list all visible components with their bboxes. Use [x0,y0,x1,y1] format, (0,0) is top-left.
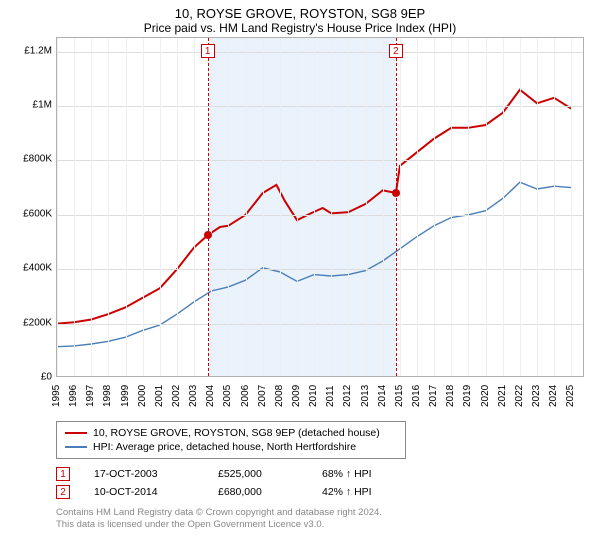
x-tick-label: 2003 [188,385,199,407]
sale-row: 1 17-OCT-2003 £525,000 68% ↑ HPI [56,465,590,483]
x-tick-label: 2007 [257,385,268,407]
plot-area: 12 [56,37,584,377]
sale-pct: 42% ↑ HPI [322,486,372,498]
y-tick-label: £1.2M [24,45,52,56]
x-tick-label: 2018 [445,385,456,407]
y-tick-label: £600K [23,208,52,219]
sale-date: 17-OCT-2003 [94,468,194,480]
y-tick-label: £1M [33,100,52,111]
x-tick-label: 2015 [394,385,405,407]
y-tick-label: £200K [23,317,52,328]
chart-title: 10, ROYSE GROVE, ROYSTON, SG8 9EP [10,6,590,21]
legend-item: 10, ROYSE GROVE, ROYSTON, SG8 9EP (detac… [65,426,397,440]
x-tick-label: 2001 [154,385,165,407]
line-series [57,38,585,378]
x-tick-label: 2011 [325,385,336,407]
legend-swatch [65,432,87,434]
x-tick-label: 2009 [291,385,302,407]
x-tick-label: 2020 [480,385,491,407]
x-tick-label: 2006 [240,385,251,407]
x-tick-label: 2025 [565,385,576,407]
x-tick-label: 2014 [377,385,388,407]
legend: 10, ROYSE GROVE, ROYSTON, SG8 9EP (detac… [56,421,406,459]
sales-table: 1 17-OCT-2003 £525,000 68% ↑ HPI 2 10-OCT-201… [56,465,590,501]
legend-item: HPI: Average price, detached house, Nort… [65,440,397,454]
chart-subtitle: Price paid vs. HM Land Registry's House … [10,21,590,35]
footer-attribution: Contains HM Land Registry data © Crown c… [56,507,590,532]
chart-area: £0£200K£400K£600K£800K£1M£1.2M 12 199519… [10,37,590,417]
footer-line: This data is licensed under the Open Gov… [56,519,590,531]
x-axis-labels: 1995199619971998199920002001200220032004… [56,379,584,419]
x-tick-label: 1999 [120,385,131,407]
sale-flag: 2 [56,485,70,499]
x-tick-label: 2013 [360,385,371,407]
x-tick-label: 2002 [171,385,182,407]
legend-swatch [65,446,87,448]
flag-marker: 1 [201,44,215,58]
x-tick-label: 1995 [51,385,62,407]
x-tick-label: 2000 [137,385,148,407]
sale-flag: 1 [56,467,70,481]
x-tick-label: 2012 [342,385,353,407]
y-tick-label: £400K [23,263,52,274]
legend-label: HPI: Average price, detached house, Nort… [93,441,356,453]
y-tick-label: £800K [23,154,52,165]
sale-date: 10-OCT-2014 [94,486,194,498]
sale-price: £680,000 [218,486,298,498]
sale-marker [204,231,212,239]
x-tick-label: 2004 [205,385,216,407]
x-tick-label: 2010 [308,385,319,407]
x-tick-label: 2023 [531,385,542,407]
x-tick-label: 2017 [428,385,439,407]
footer-line: Contains HM Land Registry data © Crown c… [56,507,590,519]
sale-price: £525,000 [218,468,298,480]
x-tick-label: 2021 [497,385,508,407]
flag-line [396,38,397,376]
x-tick-label: 2024 [548,385,559,407]
x-tick-label: 2008 [274,385,285,407]
sale-row: 2 10-OCT-2014 £680,000 42% ↑ HPI [56,483,590,501]
x-tick-label: 2016 [411,385,422,407]
x-tick-label: 1998 [102,385,113,407]
x-tick-label: 2005 [222,385,233,407]
sale-pct: 68% ↑ HPI [322,468,372,480]
flag-marker: 2 [389,44,403,58]
x-tick-label: 1997 [85,385,96,407]
y-tick-label: £0 [41,372,52,383]
x-tick-label: 1996 [68,385,79,407]
legend-label: 10, ROYSE GROVE, ROYSTON, SG8 9EP (detac… [93,427,380,439]
sale-marker [392,189,400,197]
y-axis-labels: £0£200K£400K£600K£800K£1M£1.2M [10,37,54,377]
x-tick-label: 2022 [514,385,525,407]
x-tick-label: 2019 [462,385,473,407]
flag-line [208,38,209,376]
